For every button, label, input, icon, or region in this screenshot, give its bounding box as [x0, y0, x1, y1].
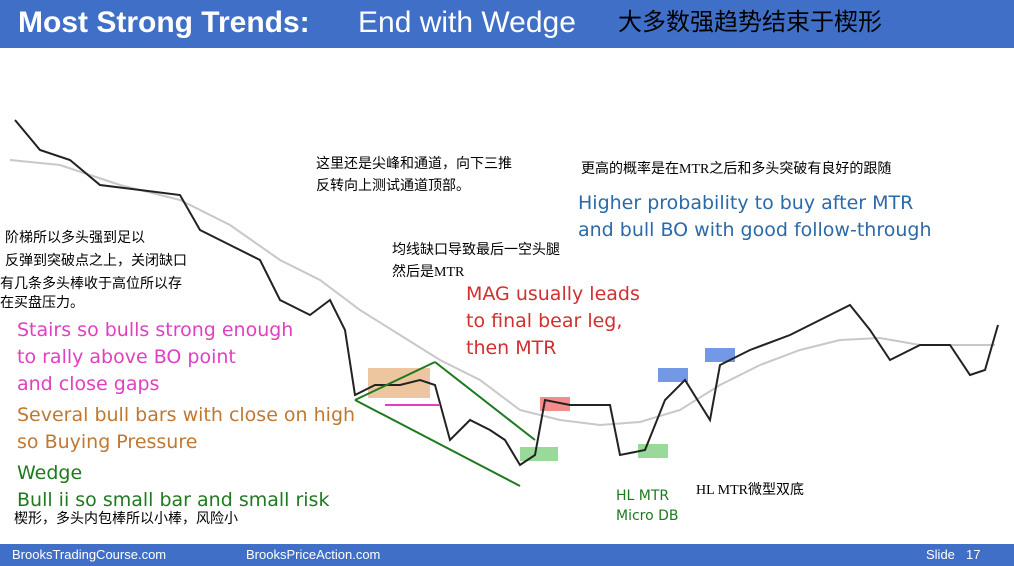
note: 均线缺口导致最后一空头腿 然后是MTR	[392, 240, 560, 284]
note-line: to final bear leg,	[466, 310, 623, 332]
header-bar	[0, 0, 1014, 48]
note: 有几条多头棒收于高位所以存 在买盘压力。	[0, 275, 182, 313]
note-line: then MTR	[466, 337, 557, 359]
note-line: 反弹到突破点之上，关闭缺口	[5, 254, 187, 269]
note: HL MTR微型双底	[696, 484, 804, 498]
highlight	[520, 447, 558, 461]
moving-average	[9, 159, 995, 427]
note-line: to rally above BO point	[17, 346, 236, 368]
note-line: and close gaps	[17, 373, 160, 395]
note-line: HL MTR	[616, 488, 670, 504]
note-line: Micro DB	[616, 508, 679, 524]
note-line: Higher probability to buy after MTR	[578, 192, 914, 214]
slide-label: Slide	[926, 547, 955, 562]
note-line: 更高的概率是在MTR之后和多头突破有良好的跟随	[581, 162, 892, 177]
note: 楔形，多头内包棒所以小棒，风险小	[14, 513, 238, 527]
note-line: Several bull bars with close on high	[17, 404, 356, 426]
title-rest: End with Wedge	[358, 6, 576, 39]
note-line: 反转向上测试通道顶部。	[316, 179, 470, 194]
note-line: 楔形，多头内包棒所以小棒，风险小	[14, 512, 238, 527]
footer-left: BrooksTradingCourse.com	[12, 547, 167, 562]
note-line: 在买盘压力。	[0, 296, 84, 311]
note: Several bull bars with close on high so B…	[17, 402, 355, 456]
wedge-line	[354, 399, 521, 487]
slide-number: 17	[966, 547, 981, 562]
note: Higher probability to buy after MTR and b…	[578, 190, 932, 244]
price-path	[14, 119, 999, 467]
note-line: Stairs so bulls strong enough	[17, 319, 294, 341]
note-line: and bull BO with good follow-through	[578, 219, 932, 241]
note-line: Wedge	[17, 462, 83, 484]
note-line: 均线缺口导致最后一空头腿	[392, 243, 560, 258]
note-line: 然后是MTR	[392, 265, 465, 280]
footer-bar	[0, 544, 1014, 566]
note: 阶梯所以多头强到足以反弹到突破点之上，关闭缺口	[5, 227, 187, 273]
note: MAG usually leads to final bear leg, then …	[466, 281, 640, 362]
note: 更高的概率是在MTR之后和多头突破有良好的跟随	[581, 163, 891, 177]
note-line: MAG usually leads	[466, 283, 640, 305]
wedge-line	[354, 361, 436, 401]
note-line: 有几条多头棒收于高位所以存	[0, 277, 182, 292]
highlight	[658, 368, 688, 382]
highlight	[705, 348, 735, 362]
note-line: 阶梯所以多头强到足以	[5, 231, 145, 246]
note-line: so Buying Pressure	[17, 431, 198, 453]
highlight	[368, 368, 430, 398]
title-bold: Most Strong Trends:	[18, 6, 310, 39]
wedge-line	[434, 361, 536, 441]
note: Stairs so bulls strong enough to rally ab…	[17, 317, 293, 398]
note-line: Bull ii so small bar and small risk	[17, 489, 330, 511]
title-cn: 大多数强趋势结束于楔形	[618, 9, 882, 36]
footer-middle: BrooksPriceAction.com	[246, 547, 381, 562]
note: Wedge Bull ii so small bar and small risk	[17, 460, 329, 514]
note: 这里还是尖峰和通道，向下三推 反转向上测试通道顶部。	[316, 154, 512, 198]
note: HL MTR Micro DB	[616, 486, 679, 526]
note-line: 这里还是尖峰和通道，向下三推	[316, 157, 512, 172]
note-line: HL MTR微型双底	[696, 483, 804, 498]
